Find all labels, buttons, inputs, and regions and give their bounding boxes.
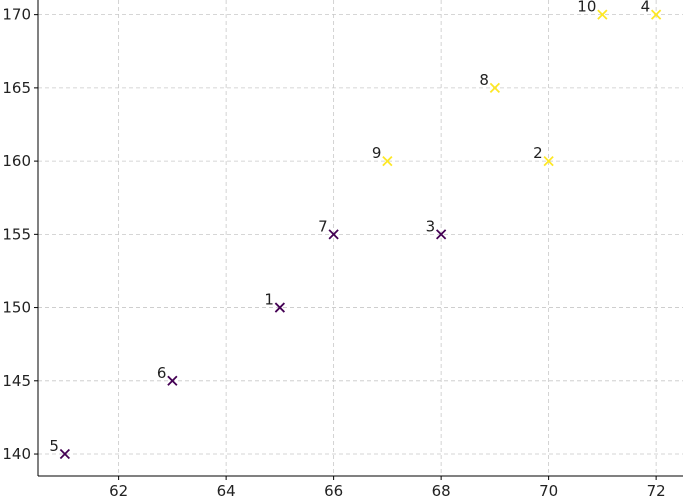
point-label: 3	[426, 217, 436, 235]
point-label: 1	[264, 291, 274, 309]
point-label: 10	[577, 0, 596, 16]
point-label: 7	[318, 217, 328, 235]
point-labels: 1 2 3 4 5 6 7 8 9 10	[49, 0, 650, 455]
data-point	[489, 82, 501, 94]
point-label: 4	[641, 0, 651, 16]
grid	[38, 0, 683, 476]
data-point	[328, 229, 339, 240]
x-tick-label: 72	[647, 482, 666, 498]
y-tick-label: 150	[2, 299, 31, 317]
point-label: 9	[372, 144, 382, 162]
data-point	[543, 155, 554, 167]
data-point	[167, 375, 178, 386]
point-label: 5	[49, 437, 59, 455]
data-points	[59, 9, 662, 460]
data-point	[435, 229, 447, 240]
data-point	[274, 302, 286, 313]
point-label: 6	[157, 364, 167, 382]
x-tick-label: 70	[539, 482, 558, 498]
y-tick-label: 165	[2, 79, 31, 97]
axes	[34, 0, 683, 480]
data-point	[597, 9, 608, 20]
x-tick-label: 66	[324, 482, 343, 498]
y-tick-label: 140	[2, 445, 31, 463]
point-label: 2	[533, 144, 543, 162]
data-point	[59, 448, 71, 460]
x-tick-label: 68	[432, 482, 451, 498]
x-tick-label: 64	[217, 482, 236, 498]
x-tick-label: 62	[109, 482, 128, 498]
point-label: 8	[479, 71, 489, 89]
y-tick-label: 155	[2, 225, 31, 243]
y-tick-label: 170	[2, 6, 31, 24]
y-tick-label: 160	[2, 152, 31, 170]
data-point	[650, 9, 662, 20]
data-point	[382, 155, 393, 167]
y-tick-label: 145	[2, 372, 31, 390]
